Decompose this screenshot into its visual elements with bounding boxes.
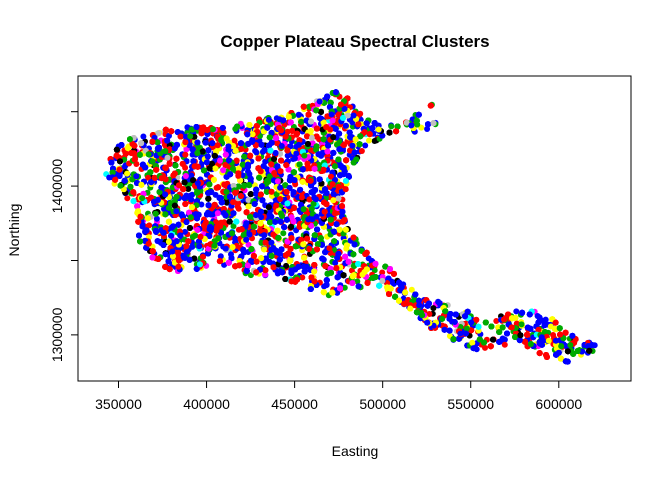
data-point bbox=[121, 163, 128, 170]
chart-title: Copper Plateau Spectral Clusters bbox=[220, 32, 489, 51]
data-point bbox=[253, 149, 260, 156]
data-point bbox=[235, 205, 242, 212]
data-point bbox=[366, 137, 372, 144]
data-point bbox=[379, 269, 386, 276]
data-point bbox=[426, 311, 433, 317]
data-point bbox=[287, 143, 294, 150]
data-point bbox=[400, 295, 407, 302]
data-point bbox=[354, 278, 361, 285]
data-point bbox=[153, 215, 160, 222]
data-point bbox=[493, 318, 500, 324]
data-point bbox=[140, 133, 147, 140]
data-point bbox=[284, 128, 291, 135]
data-point bbox=[371, 138, 378, 144]
data-point bbox=[348, 267, 355, 274]
data-point bbox=[221, 261, 228, 268]
data-point bbox=[388, 123, 395, 130]
data-point bbox=[513, 308, 520, 315]
data-point bbox=[212, 219, 219, 226]
data-point bbox=[184, 124, 191, 131]
data-point bbox=[145, 174, 152, 181]
data-point bbox=[230, 223, 237, 230]
data-point bbox=[182, 228, 188, 235]
data-point bbox=[124, 195, 131, 202]
data-point bbox=[341, 284, 348, 291]
data-point bbox=[362, 142, 369, 149]
data-point bbox=[299, 274, 306, 281]
data-point bbox=[245, 241, 252, 248]
data-point bbox=[231, 137, 238, 144]
data-point bbox=[205, 232, 212, 239]
data-point bbox=[292, 181, 299, 188]
data-point bbox=[332, 259, 339, 266]
data-point bbox=[418, 124, 425, 131]
data-point bbox=[501, 341, 508, 348]
data-point bbox=[166, 132, 172, 139]
data-point bbox=[371, 267, 378, 274]
data-point bbox=[283, 262, 290, 269]
scatter-points bbox=[103, 89, 598, 365]
data-point bbox=[358, 148, 365, 154]
data-point bbox=[408, 286, 415, 293]
data-point bbox=[198, 201, 205, 208]
data-point bbox=[430, 305, 437, 312]
data-point bbox=[246, 171, 253, 177]
data-point bbox=[247, 272, 254, 279]
data-point bbox=[217, 253, 224, 260]
data-point bbox=[280, 230, 287, 237]
data-point bbox=[185, 186, 192, 192]
data-point bbox=[424, 126, 431, 132]
data-point bbox=[146, 222, 153, 229]
